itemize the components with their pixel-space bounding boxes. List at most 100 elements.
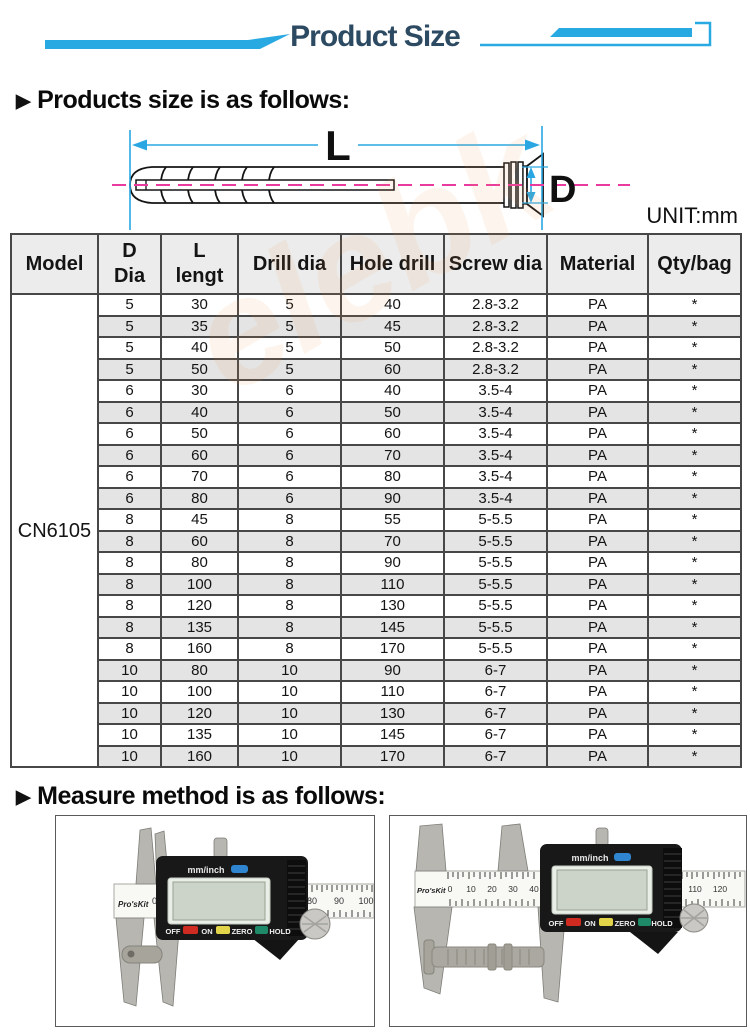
table-cell: *: [647, 551, 742, 575]
table-cell: 8: [237, 572, 342, 596]
diameter-dimension-label: D: [549, 169, 576, 211]
table-cell: 8: [97, 529, 162, 553]
table-cell: 3.5-4: [443, 443, 548, 467]
table-cell: 5-5.5: [443, 637, 548, 661]
table-cell: 8: [97, 594, 162, 618]
table-cell: *: [647, 637, 742, 661]
scale-number: 110: [688, 884, 702, 894]
table-cell: PA: [546, 637, 649, 661]
table-cell: 80: [160, 551, 239, 575]
scale-number: 80: [307, 896, 317, 906]
table-row: 5 40 5 50 2.8-3.2 PA *: [11, 336, 742, 360]
table-cell: 6: [237, 400, 342, 424]
table-cell: 8: [237, 615, 342, 639]
table-cell: 5: [237, 293, 342, 317]
table-cell: 80: [340, 465, 445, 489]
table-cell: 45: [340, 314, 445, 338]
size-section-heading: ▶ Products size is as follows:: [16, 86, 350, 115]
table-cell: 5: [237, 314, 342, 338]
table-cell: 110: [340, 680, 445, 704]
table-cell: 5-5.5: [443, 508, 548, 532]
scale-zero: 0: [152, 896, 157, 906]
table-cell: 6: [97, 400, 162, 424]
table-cell: 145: [340, 723, 445, 747]
unit-label: UNIT:mm: [646, 203, 738, 228]
table-cell: *: [647, 465, 742, 489]
table-cell: *: [647, 400, 742, 424]
zero-button: [216, 926, 230, 934]
table-cell: 8: [237, 551, 342, 575]
table-cell: 120: [160, 594, 239, 618]
table-cell: 6: [237, 443, 342, 467]
table-cell: PA: [546, 615, 649, 639]
table-cell: 5: [97, 336, 162, 360]
thumbwheel: [299, 908, 331, 940]
table-cell: 6: [97, 465, 162, 489]
table-row: 6 40 6 50 3.5-4 PA *: [11, 400, 742, 424]
table-cell: 8: [237, 637, 342, 661]
table-cell: 6: [97, 443, 162, 467]
table-cell: 8: [237, 508, 342, 532]
table-cell: 10: [237, 701, 342, 725]
table-cell: 3.5-4: [443, 400, 548, 424]
table-cell: 135: [160, 615, 239, 639]
col-header-model: Model: [10, 233, 99, 295]
table-row: 8 120 8 130 5-5.5 PA *: [11, 594, 742, 618]
table-cell: 135: [160, 723, 239, 747]
table-cell: 70: [340, 529, 445, 553]
table-cell: PA: [546, 508, 649, 532]
table-cell: 5-5.5: [443, 572, 548, 596]
scale-number: 100: [358, 896, 373, 906]
table-cell: PA: [546, 529, 649, 553]
table-cell: 6: [237, 486, 342, 510]
table-cell: 8: [97, 572, 162, 596]
table-cell: PA: [546, 357, 649, 381]
table-cell: 6: [97, 422, 162, 446]
table-cell: 55: [340, 508, 445, 532]
table-cell: *: [647, 443, 742, 467]
caliper-diameter-photo: 80 90 100 Pro'sKit 0 mm/inch OFF ON: [55, 815, 375, 1027]
on-label: ON: [201, 927, 212, 936]
table-cell: 40: [160, 336, 239, 360]
col-header-hole-drill: Hole drill: [340, 233, 445, 295]
hold-button: [638, 918, 651, 926]
table-cell: 50: [340, 336, 445, 360]
table-cell: 6: [237, 379, 342, 403]
hold-button: [255, 926, 268, 934]
scale-number: 90: [334, 896, 344, 906]
on-button: [566, 918, 581, 926]
table-row: 10 80 10 90 6-7 PA *: [11, 658, 742, 682]
table-cell: 60: [340, 422, 445, 446]
table-cell: PA: [546, 701, 649, 725]
table-cell: 10: [97, 723, 162, 747]
depth-knob: [595, 827, 609, 847]
table-cell: PA: [546, 443, 649, 467]
hold-label: HOLD: [651, 919, 673, 928]
table-cell: 2.8-3.2: [443, 293, 548, 317]
thumbwheel: [679, 903, 709, 933]
table-row: 10 120 10 130 6-7 PA *: [11, 701, 742, 725]
table-row: 10 135 10 145 6-7 PA *: [11, 723, 742, 747]
table-cell: 10: [237, 680, 342, 704]
table-cell: 6-7: [443, 744, 548, 768]
table-cell: PA: [546, 314, 649, 338]
scale-number: 30: [508, 884, 518, 894]
table-cell: 8: [237, 529, 342, 553]
col-header-drill-dia: Drill dia: [237, 233, 342, 295]
table-cell: 10: [237, 723, 342, 747]
digital-readout: mm/inch OFF ON ZERO HOLD: [156, 856, 308, 960]
table-cell: 5-5.5: [443, 594, 548, 618]
table-cell: 100: [160, 572, 239, 596]
table-row: 8 80 8 90 5-5.5 PA *: [11, 551, 742, 575]
table-cell: 10: [237, 744, 342, 768]
table-row: 5 50 5 60 2.8-3.2 PA *: [11, 357, 742, 381]
table-cell: 10: [97, 680, 162, 704]
depth-knob: [213, 837, 228, 859]
table-cell: 10: [237, 658, 342, 682]
table-cell: 2.8-3.2: [443, 357, 548, 381]
lcd-screen: [172, 881, 266, 921]
table-row: 8 135 8 145 5-5.5 PA *: [11, 615, 742, 639]
table-cell: 6-7: [443, 658, 548, 682]
